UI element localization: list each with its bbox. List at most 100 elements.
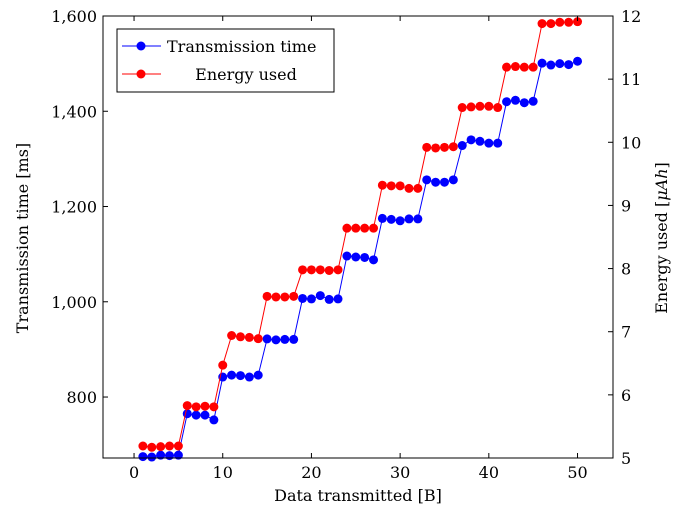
data-point-transmission-time-20 [306, 294, 316, 304]
data-point-transmission-time-28 [377, 213, 387, 223]
data-point-transmission-time-19 [298, 293, 308, 303]
data-point-transmission-time-11 [227, 370, 237, 380]
data-point-energy-used-46 [537, 19, 547, 29]
data-point-energy-used-23 [333, 265, 343, 275]
data-point-energy-used-15 [262, 291, 272, 301]
x-tick-label-20: 20 [301, 463, 321, 482]
data-point-transmission-time-38 [466, 135, 476, 145]
data-point-energy-used-7 [191, 402, 201, 412]
y-left-tick-label-1200: 1,200 [51, 198, 97, 217]
data-point-transmission-time-1 [138, 452, 148, 462]
y-right-tick-label-12: 12 [621, 7, 641, 26]
data-point-transmission-time-5 [173, 450, 183, 460]
x-tick-label-10: 10 [213, 463, 233, 482]
data-point-energy-used-17 [280, 292, 290, 302]
ticks-layer: 0 10 20 30 40 50 800 1,000 1,200 1,400 1,600 5 6 7 8 9 1… [51, 7, 641, 482]
x-tick-label-30: 30 [390, 463, 410, 482]
data-point-transmission-time-29 [386, 214, 396, 224]
data-point-transmission-time-27 [369, 255, 379, 265]
data-point-energy-used-19 [298, 265, 308, 275]
data-point-energy-used-27 [369, 223, 379, 233]
data-point-energy-used-28 [377, 180, 387, 190]
data-point-energy-used-37 [457, 103, 467, 113]
data-point-energy-used-48 [555, 17, 565, 27]
data-point-energy-used-6 [182, 401, 192, 411]
data-point-transmission-time-45 [528, 96, 538, 106]
data-point-energy-used-34 [431, 143, 441, 153]
data-point-transmission-time-26 [360, 252, 370, 262]
legend: Transmission time Energy used [116, 28, 335, 93]
data-point-transmission-time-18 [289, 334, 299, 344]
data-point-transmission-time-17 [280, 334, 290, 344]
data-point-transmission-time-43 [510, 95, 520, 105]
data-point-transmission-time-35 [439, 177, 449, 187]
data-point-energy-used-41 [493, 103, 503, 113]
y-left-tick-label-1400: 1,400 [51, 102, 97, 121]
data-point-energy-used-10 [218, 360, 228, 370]
data-point-energy-used-24 [342, 223, 352, 233]
data-point-energy-used-2 [147, 442, 157, 452]
data-point-energy-used-3 [156, 442, 166, 452]
data-point-transmission-time-48 [555, 59, 565, 69]
data-point-transmission-time-15 [262, 334, 272, 344]
data-point-transmission-time-47 [546, 60, 556, 70]
series-line-transmission-time [142, 60, 578, 458]
y-left-tick-label-1600: 1,600 [51, 7, 97, 26]
data-point-transmission-time-50 [573, 56, 583, 66]
data-point-transmission-time-40 [484, 138, 494, 148]
legend-label-transmission-time: Transmission time [167, 37, 316, 56]
data-point-energy-used-38 [466, 102, 476, 112]
data-point-energy-used-11 [227, 331, 237, 340]
data-point-transmission-time-42 [502, 97, 512, 107]
data-point-transmission-time-6 [182, 409, 192, 419]
x-tick-label-50: 50 [567, 463, 587, 482]
legend-marker-transmission-time [136, 41, 146, 51]
data-point-transmission-time-2 [147, 452, 157, 462]
data-point-transmission-time-46 [537, 58, 547, 68]
data-point-energy-used-25 [351, 223, 361, 233]
data-point-transmission-time-39 [475, 136, 485, 146]
data-point-energy-used-50 [573, 17, 583, 27]
data-point-transmission-time-44 [519, 98, 529, 108]
data-point-energy-used-13 [244, 332, 254, 342]
data-point-transmission-time-3 [156, 450, 166, 460]
series-layer [138, 17, 583, 462]
y-axis-right-label-text: Energy used [ [652, 201, 671, 314]
data-point-energy-used-49 [564, 17, 574, 27]
data-point-energy-used-35 [439, 142, 449, 152]
y-axis-right-label-close: ] [652, 162, 671, 168]
y-right-tick-label-8: 8 [621, 260, 631, 279]
data-point-energy-used-39 [475, 101, 485, 111]
data-point-energy-used-42 [502, 62, 512, 72]
y-right-tick-label-11: 11 [621, 70, 641, 89]
data-point-energy-used-30 [395, 181, 405, 191]
data-point-energy-used-44 [519, 62, 529, 72]
data-point-energy-used-18 [289, 291, 299, 301]
data-point-energy-used-29 [386, 181, 396, 191]
data-point-transmission-time-36 [448, 175, 458, 185]
data-point-energy-used-8 [200, 401, 210, 411]
legend-item-energy-used: Energy used [122, 65, 297, 84]
data-point-energy-used-22 [324, 265, 334, 275]
y-right-tick-label-10: 10 [621, 133, 641, 152]
data-point-transmission-time-23 [333, 294, 343, 304]
y-left-tick-label-1000: 1,000 [51, 293, 97, 312]
data-point-transmission-time-33 [422, 175, 432, 185]
data-point-energy-used-4 [165, 441, 175, 451]
data-point-energy-used-36 [448, 142, 458, 152]
x-tick-label-0: 0 [129, 463, 139, 482]
data-point-energy-used-21 [315, 265, 325, 275]
y-axis-right-label-unit: μAh [652, 168, 671, 200]
data-point-transmission-time-4 [165, 451, 175, 461]
data-point-transmission-time-16 [271, 335, 281, 345]
y-axis-left-label: Transmission time [ms] [13, 143, 32, 333]
data-point-energy-used-47 [546, 19, 556, 29]
data-point-transmission-time-32 [413, 214, 423, 224]
data-point-transmission-time-21 [315, 291, 325, 301]
y-right-tick-label-5: 5 [621, 449, 631, 468]
x-tick-label-40: 40 [479, 463, 499, 482]
series-transmission-time [138, 56, 583, 462]
data-point-transmission-time-34 [431, 177, 441, 187]
series-energy-used [138, 17, 583, 452]
y-left-tick-label-800: 800 [66, 388, 97, 407]
